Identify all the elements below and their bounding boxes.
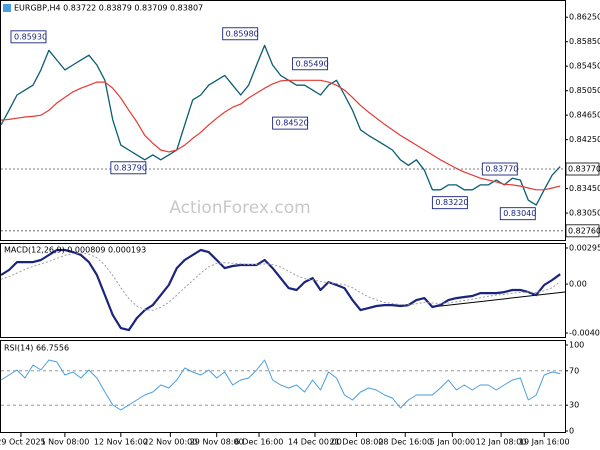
y-tick-label: 0.83050 bbox=[569, 209, 600, 218]
y-tick-label: 0.85850 bbox=[569, 37, 600, 46]
annotation-box bbox=[222, 27, 259, 41]
annotation-box bbox=[481, 162, 518, 176]
annotation-box bbox=[272, 116, 309, 130]
x-tick-label: 5 Jan 00:00 bbox=[430, 438, 476, 447]
y-tick-label: -0.004009 bbox=[569, 329, 600, 338]
annotation-label: 0.85980 bbox=[226, 29, 259, 38]
series-line bbox=[0, 248, 561, 332]
price-label-box bbox=[565, 162, 600, 176]
x-tick-label: 19 Jan 16:00 bbox=[519, 438, 570, 447]
x-tick-label: 28 Dec 16:00 bbox=[378, 438, 432, 447]
y-tick-label: 0 bbox=[569, 427, 574, 436]
panel-title: EURGBP,H4 0.83722 0.83879 0.83709 0.8380… bbox=[14, 4, 203, 13]
y-tick-label: 70 bbox=[569, 366, 579, 375]
annotation-label: 0.83040 bbox=[503, 209, 536, 218]
y-tick-label: 100 bbox=[569, 341, 584, 350]
annotation-label: 0.85490 bbox=[296, 59, 329, 68]
x-tick-label: 5 Nov 08:00 bbox=[40, 438, 89, 447]
x-tick-label: 6 Dec 16:00 bbox=[235, 438, 284, 447]
annotation-label: 0.83770 bbox=[485, 165, 518, 174]
y-tick-label: 0.85050 bbox=[569, 86, 600, 95]
x-tick-label: 22 Nov 00:00 bbox=[143, 438, 197, 447]
rsi-panel bbox=[0, 340, 566, 433]
y-tick-label: 0.002955 bbox=[569, 244, 600, 253]
annotation-box bbox=[110, 161, 147, 175]
series-line bbox=[0, 44, 561, 206]
x-tick-label: 12 Nov 16:00 bbox=[94, 438, 148, 447]
annotation-box bbox=[431, 196, 468, 210]
annotation-box bbox=[499, 207, 536, 221]
y-tick-label: 30 bbox=[569, 401, 579, 410]
annotation-label: 0.83220 bbox=[435, 198, 468, 207]
y-tick-label: 0.84650 bbox=[569, 111, 600, 120]
y-tick-label: 0.86250 bbox=[569, 13, 600, 22]
macd-panel bbox=[0, 243, 566, 338]
y-tick-label: 0.83450 bbox=[569, 184, 600, 193]
watermark: ActionForex.com bbox=[169, 198, 310, 218]
annotation-label: 0.85930 bbox=[14, 32, 47, 41]
x-tick-label: 14 Dec 00:00 bbox=[288, 438, 342, 447]
y-tick-label: 0.85450 bbox=[569, 62, 600, 71]
price-label: 0.82760 bbox=[568, 226, 600, 235]
y-tick-label: 0.84250 bbox=[569, 135, 600, 144]
x-tick-label: 12 Jan 08:00 bbox=[476, 438, 527, 447]
annotation-label: 0.84520 bbox=[276, 119, 309, 128]
trend-line bbox=[431, 291, 566, 308]
series-line bbox=[0, 252, 561, 311]
x-tick-label: 21 Dec 08:00 bbox=[330, 438, 384, 447]
panel-title: MACD(12,26,9) 0.000809 0.000193 bbox=[4, 246, 146, 255]
annotation-box bbox=[292, 57, 329, 71]
y-tick-label: 0.00 bbox=[569, 280, 587, 289]
price-label: 0.83770 bbox=[568, 165, 600, 174]
panel-title: RSI(14) 66.7556 bbox=[4, 344, 69, 353]
x-tick-label: 29 Oct 2021 bbox=[0, 438, 46, 447]
annotation-label: 0.83790 bbox=[114, 163, 147, 172]
price-label-box bbox=[565, 224, 600, 238]
symbol-icon bbox=[3, 4, 11, 12]
series-line bbox=[0, 359, 561, 411]
x-tick-label: 29 Nov 08:00 bbox=[190, 438, 244, 447]
annotation-box bbox=[10, 30, 47, 44]
series-line bbox=[0, 79, 561, 191]
